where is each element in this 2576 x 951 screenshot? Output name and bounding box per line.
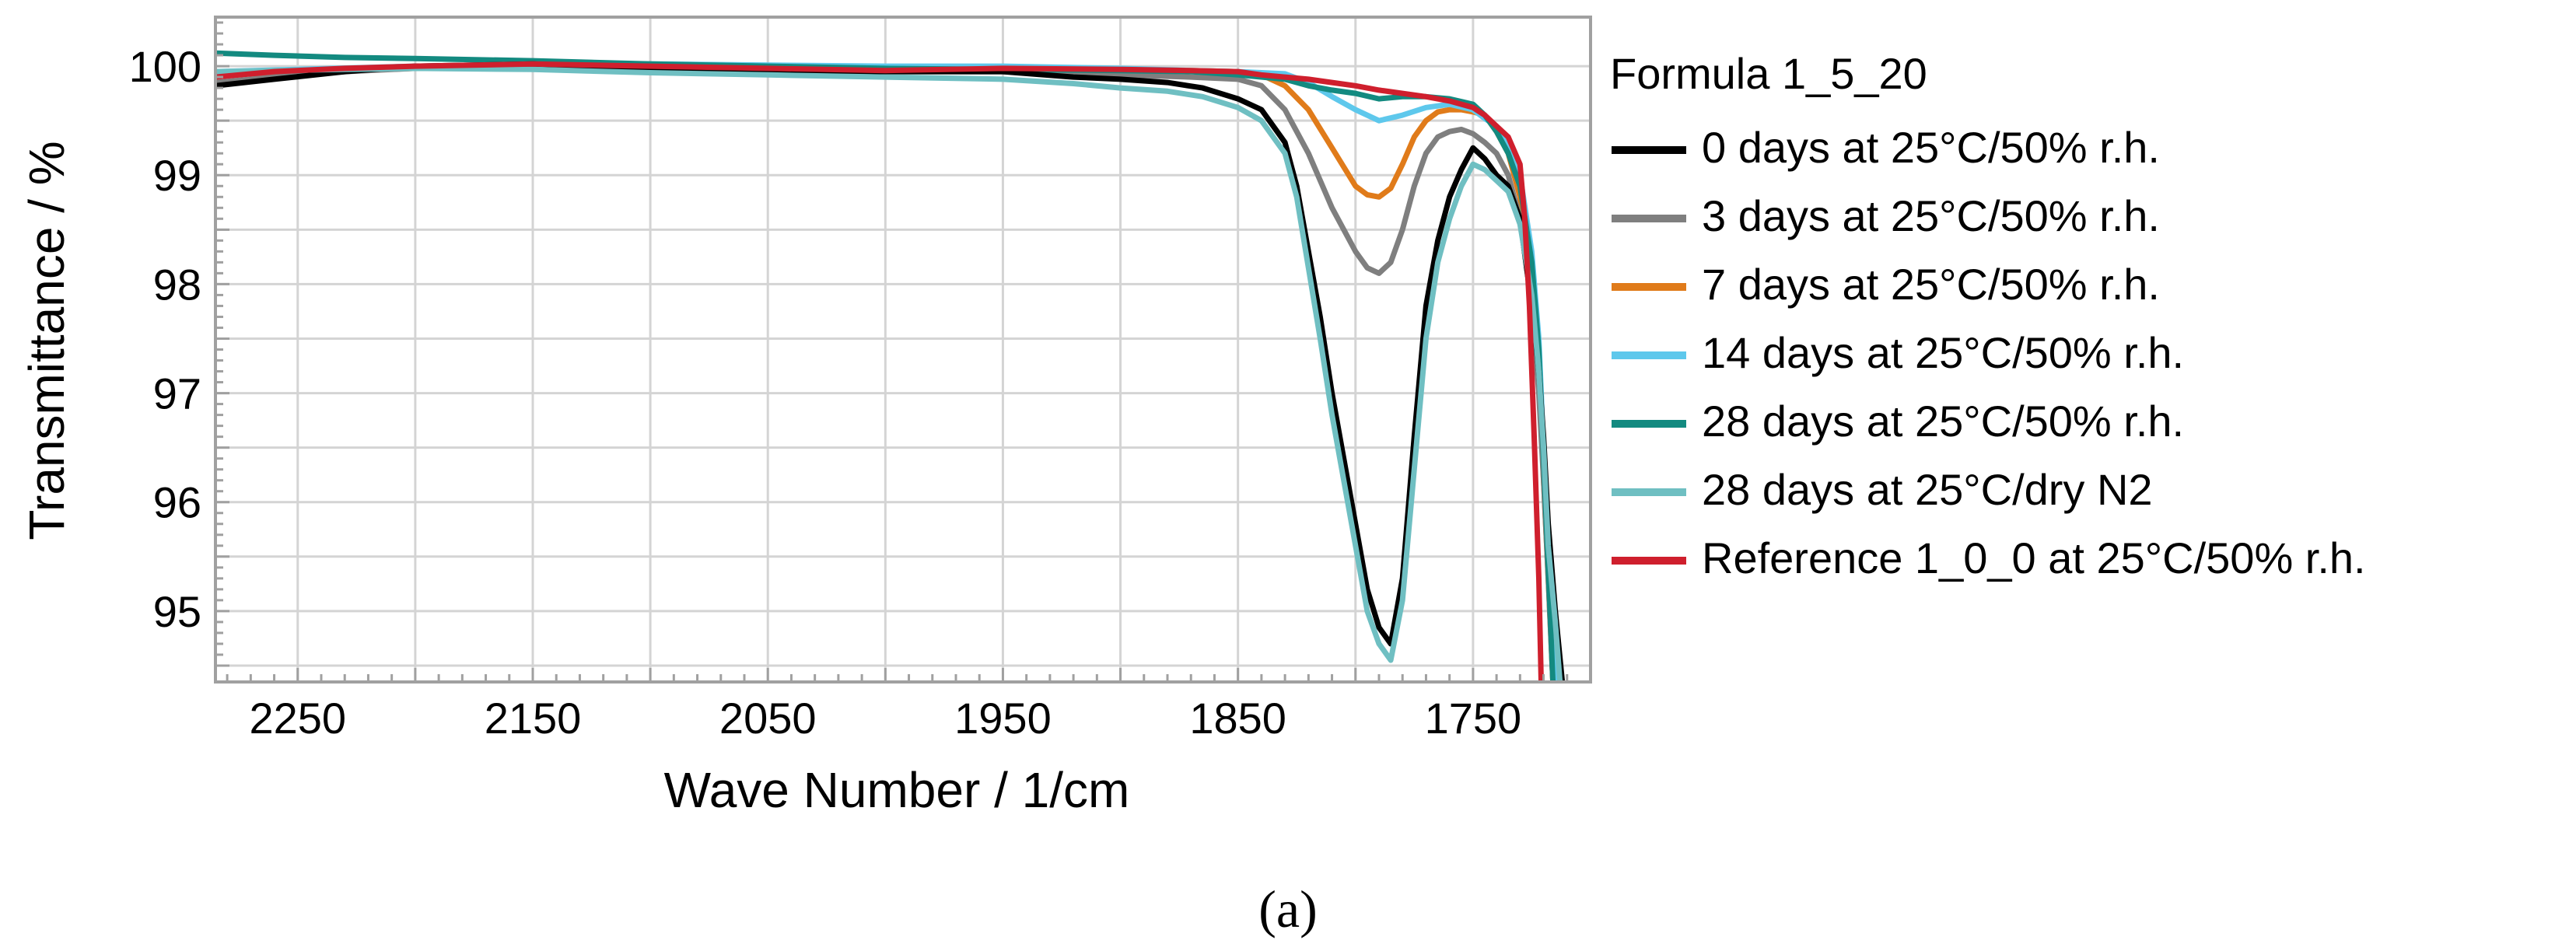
x-tick-label: 1850 bbox=[1189, 694, 1286, 743]
x-axis-title: Wave Number / 1/cm bbox=[664, 762, 1130, 818]
y-tick-label: 98 bbox=[153, 260, 201, 309]
legend-label: 28 days at 25°C/50% r.h. bbox=[1702, 397, 2184, 446]
minor-ticks bbox=[215, 21, 1592, 682]
y-tick-label: 100 bbox=[129, 42, 201, 91]
x-tick-label: 1950 bbox=[954, 694, 1052, 743]
y-axis-title: Transmittance / % bbox=[19, 141, 75, 540]
y-tick-label: 95 bbox=[153, 587, 201, 636]
y-tick-labels: 95 96 97 98 99 100 bbox=[129, 42, 201, 636]
y-tick-label: 97 bbox=[153, 369, 201, 418]
series-line bbox=[215, 65, 1563, 682]
legend-label: 0 days at 25°C/50% r.h. bbox=[1702, 123, 2160, 172]
x-tick-label: 2150 bbox=[485, 694, 582, 743]
legend-label: 28 days at 25°C/dry N2 bbox=[1702, 465, 2153, 514]
x-tick-label: 1750 bbox=[1425, 694, 1522, 743]
legend-title: Formula 1_5_20 bbox=[1610, 49, 1927, 98]
y-tick-label: 99 bbox=[153, 151, 201, 200]
x-tick-label: 2050 bbox=[719, 694, 817, 743]
legend-label: 3 days at 25°C/50% r.h. bbox=[1702, 191, 2160, 240]
series-lines bbox=[215, 50, 1566, 682]
legend-label: 7 days at 25°C/50% r.h. bbox=[1702, 260, 2160, 309]
series-line bbox=[215, 61, 1544, 682]
x-tick-label: 2250 bbox=[249, 694, 346, 743]
y-tick-label: 96 bbox=[153, 478, 201, 527]
figure-caption: (a) bbox=[1258, 879, 1317, 939]
legend-label: Reference 1_0_0 at 25°C/50% r.h. bbox=[1702, 533, 2366, 582]
legend: Formula 1_5_20 0 days at 25°C/50% r.h. 3 … bbox=[1610, 49, 2366, 582]
legend-label: 14 days at 25°C/50% r.h. bbox=[1702, 328, 2184, 377]
x-tick-labels: 2250 2150 2050 1950 1850 1750 bbox=[249, 694, 1521, 743]
